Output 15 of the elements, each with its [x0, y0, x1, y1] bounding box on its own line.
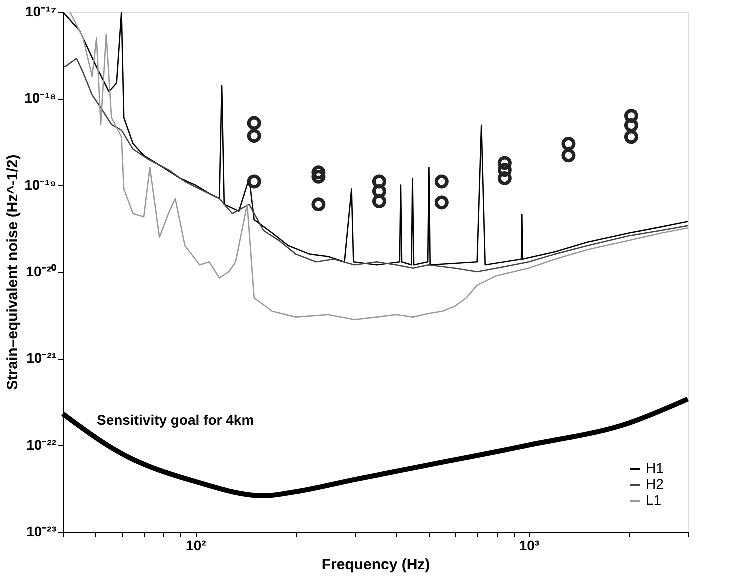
x-tick-label: 10³: [519, 538, 540, 554]
y-tick-label: 10⁻¹⁸: [24, 90, 56, 106]
legend-label: H2: [646, 476, 664, 492]
y-tick-label: 10⁻¹⁹: [24, 176, 56, 193]
y-axis-title: Strain–equivalent noise (Hz^-1/2): [4, 154, 22, 390]
x-tick-label: 10²: [186, 538, 207, 554]
y-tick-label: 10⁻¹⁷: [25, 4, 57, 20]
y-tick-label: 10⁻²⁰: [26, 264, 56, 280]
y-tick-label: 10⁻²¹: [26, 350, 57, 366]
x-axis-title: Frequency (Hz): [322, 556, 430, 574]
annotation: Sensitivity goal for 4km: [97, 412, 254, 428]
legend-label: L1: [646, 492, 662, 508]
legend-label: H1: [646, 460, 664, 476]
y-tick-label: 10⁻²²: [26, 436, 57, 453]
y-tick-label: 10⁻²³: [26, 524, 57, 540]
